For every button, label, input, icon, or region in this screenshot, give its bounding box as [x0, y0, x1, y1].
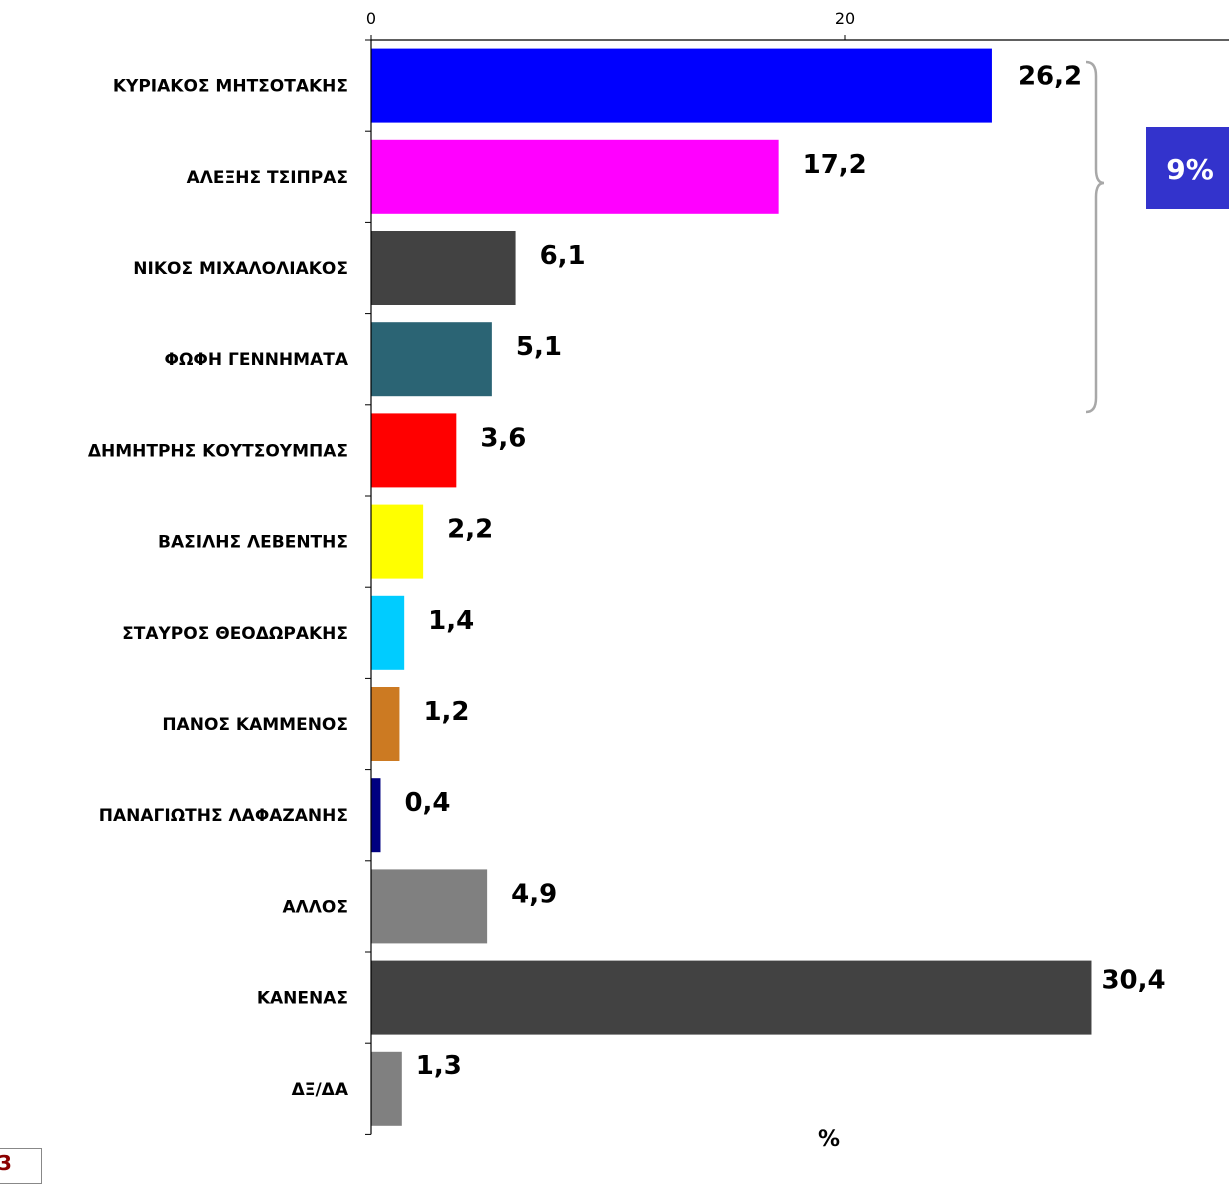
value-label: 1,2	[423, 697, 469, 727]
bar	[371, 322, 492, 397]
bar	[371, 595, 405, 670]
category-label: ΔΞ/ΔΑ	[292, 1080, 349, 1100]
value-label: 0,4	[404, 788, 450, 818]
value-label: 1,4	[428, 606, 474, 636]
category-label: ΚΑΝΕΝΑΣ	[257, 989, 348, 1009]
annotation-group: 9%	[1085, 60, 1229, 414]
value-label: 6,1	[540, 241, 586, 271]
category-label: ΑΛΛΟΣ	[282, 897, 348, 917]
category-label: ΚΥΡΙΑΚΟΣ ΜΗΤΣΟΤΑΚΗΣ	[113, 77, 348, 97]
category-label: ΔΗΜΗΤΡΗΣ ΚΟΥΤΣΟΥΜΠΑΣ	[88, 441, 348, 461]
bar	[371, 231, 516, 305]
axis-group: 0 20	[365, 9, 1229, 1135]
page-number: 3	[0, 1151, 12, 1175]
value-label: 3,6	[480, 423, 526, 453]
labels-group: ΚΥΡΙΑΚΟΣ ΜΗΤΣΟΤΑΚΗΣ 26,2 ΑΛΕΞΗΣ ΤΣΙΠΡΑΣ 17,…	[88, 62, 1166, 1100]
x-tick-label: 20	[835, 9, 855, 28]
bars-group	[371, 48, 1092, 1126]
bar	[371, 48, 992, 123]
value-label: 1,3	[416, 1051, 462, 1081]
bar	[371, 139, 779, 214]
brace-bracket	[1085, 60, 1105, 414]
category-label: ΠΑΝΑΓΙΩΤΗΣ ΛΑΦΑΖΑΝΗΣ	[99, 806, 348, 826]
x-tick-label: 0	[366, 9, 376, 28]
value-label: 30,4	[1101, 966, 1165, 996]
category-label: ΝΙΚΟΣ ΜΙΧΑΛΟΛΙΑΚΟΣ	[133, 259, 348, 279]
value-label: 2,2	[447, 515, 493, 545]
difference-badge	[1146, 127, 1229, 209]
bar	[371, 1051, 402, 1126]
bar	[371, 504, 424, 579]
bar	[371, 687, 400, 761]
bar	[371, 778, 381, 853]
category-label: ΣΤΑΥΡΟΣ ΘΕΟΔΩΡΑΚΗΣ	[122, 624, 348, 644]
bar	[371, 869, 488, 944]
value-label: 5,1	[516, 332, 562, 362]
category-label: ΦΩΦΗ ΓΕΝΝΗΜΑΤΑ	[165, 350, 349, 370]
category-label: ΒΑΣΙΛΗΣ ΛΕΒΕΝΤΗΣ	[158, 533, 348, 553]
value-label: 17,2	[803, 150, 867, 180]
value-label: 26,2	[1018, 62, 1082, 92]
page-number-box: 3	[0, 1148, 42, 1184]
bar	[371, 960, 1092, 1035]
difference-badge-text: 9%	[1166, 153, 1214, 186]
category-label: ΑΛΕΞΗΣ ΤΣΙΠΡΑΣ	[187, 168, 348, 188]
category-label: ΠΑΝΟΣ ΚΑΜΜΕΝΟΣ	[162, 715, 348, 735]
value-label: 4,9	[511, 879, 557, 909]
x-axis-unit-label: %	[818, 1127, 840, 1152]
bar	[371, 413, 457, 488]
